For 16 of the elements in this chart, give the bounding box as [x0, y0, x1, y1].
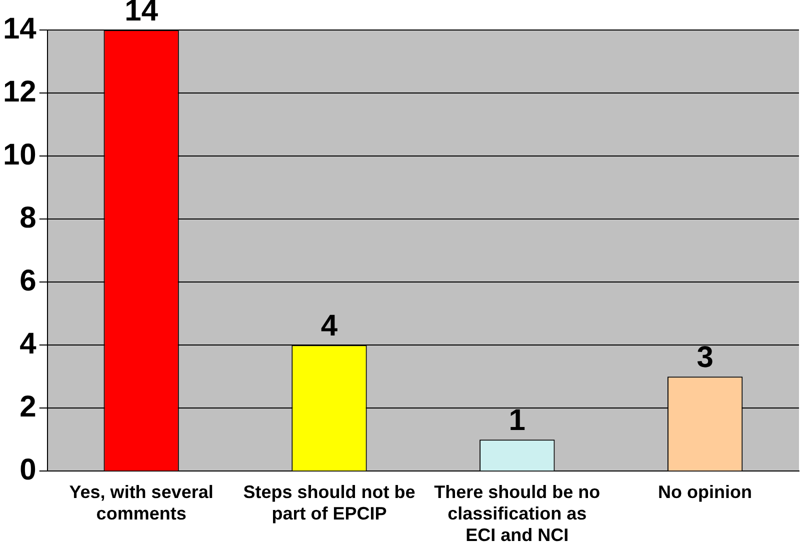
x-tick-label: Steps should not be part of EPCIP: [243, 482, 416, 524]
x-tick-label: No opinion: [658, 482, 752, 502]
y-tick-label: 12: [2, 75, 36, 108]
y-tick-label: 10: [2, 138, 36, 172]
data-label: 1: [508, 404, 526, 437]
x-tick-label: Yes, with several comments: [69, 482, 214, 524]
y-tick-label: 0: [20, 453, 36, 486]
y-tick-label: 4: [20, 327, 37, 360]
y-tick-label: 14: [2, 12, 37, 46]
y-tick-label: 2: [20, 390, 36, 424]
data-label: 4: [320, 309, 338, 342]
data-label: 3: [696, 340, 714, 374]
data-label: 14: [124, 0, 158, 28]
y-tick-label: 8: [20, 201, 36, 234]
x-tick-label: There should be no classification as ECI and NCI: [434, 482, 600, 546]
y-tick-label: 6: [20, 264, 36, 298]
